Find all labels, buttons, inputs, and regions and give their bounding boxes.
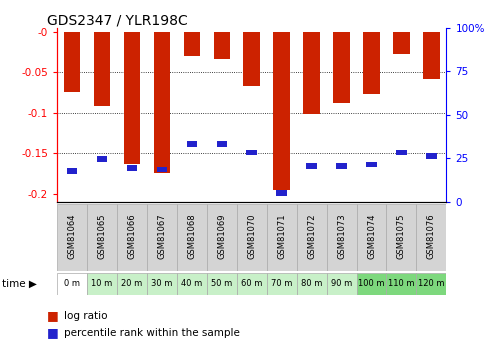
Text: percentile rank within the sample: percentile rank within the sample: [64, 328, 241, 338]
FancyBboxPatch shape: [177, 273, 207, 295]
FancyBboxPatch shape: [386, 273, 417, 295]
FancyBboxPatch shape: [117, 204, 147, 271]
Bar: [336, 163, 347, 169]
Bar: [304, 32, 320, 114]
Bar: [186, 141, 197, 147]
Text: GSM81072: GSM81072: [307, 213, 316, 259]
Text: GSM81075: GSM81075: [397, 213, 406, 259]
Bar: [124, 32, 140, 164]
FancyBboxPatch shape: [297, 204, 326, 271]
Text: 50 m: 50 m: [211, 279, 233, 288]
Text: GSM81073: GSM81073: [337, 213, 346, 259]
Bar: [184, 32, 200, 56]
Text: GSM81074: GSM81074: [367, 213, 376, 259]
FancyBboxPatch shape: [357, 273, 386, 295]
Text: 90 m: 90 m: [331, 279, 352, 288]
FancyBboxPatch shape: [57, 273, 87, 295]
Bar: [157, 167, 167, 172]
Bar: [396, 150, 407, 155]
Bar: [426, 153, 436, 159]
Bar: [273, 32, 290, 190]
Bar: [244, 32, 260, 86]
Text: GDS2347 / YLR198C: GDS2347 / YLR198C: [47, 14, 188, 28]
Bar: [307, 163, 317, 169]
Text: GSM81069: GSM81069: [217, 213, 226, 259]
Bar: [214, 32, 230, 59]
Text: 20 m: 20 m: [122, 279, 142, 288]
Text: GSM81064: GSM81064: [67, 213, 76, 259]
Text: log ratio: log ratio: [64, 311, 108, 321]
Text: 40 m: 40 m: [181, 279, 202, 288]
Text: 120 m: 120 m: [418, 279, 445, 288]
FancyBboxPatch shape: [417, 273, 446, 295]
Text: 80 m: 80 m: [301, 279, 322, 288]
FancyBboxPatch shape: [237, 204, 267, 271]
Text: GSM81066: GSM81066: [127, 213, 136, 259]
Bar: [333, 32, 350, 103]
Bar: [217, 141, 227, 147]
Bar: [247, 150, 257, 155]
FancyBboxPatch shape: [326, 273, 357, 295]
Text: 10 m: 10 m: [91, 279, 113, 288]
FancyBboxPatch shape: [326, 204, 357, 271]
Bar: [94, 32, 110, 106]
Text: ■: ■: [47, 326, 59, 339]
FancyBboxPatch shape: [177, 204, 207, 271]
Bar: [393, 32, 410, 55]
FancyBboxPatch shape: [87, 273, 117, 295]
Text: 100 m: 100 m: [358, 279, 385, 288]
FancyBboxPatch shape: [267, 273, 297, 295]
FancyBboxPatch shape: [57, 204, 87, 271]
Bar: [423, 32, 439, 79]
Text: time ▶: time ▶: [2, 279, 37, 289]
FancyBboxPatch shape: [297, 273, 326, 295]
Bar: [276, 190, 287, 196]
Bar: [154, 32, 170, 174]
Text: ■: ■: [47, 309, 59, 322]
Text: GSM81068: GSM81068: [187, 213, 196, 259]
Text: 60 m: 60 m: [241, 279, 262, 288]
Text: GSM81070: GSM81070: [247, 213, 256, 259]
Text: 110 m: 110 m: [388, 279, 415, 288]
FancyBboxPatch shape: [267, 204, 297, 271]
Text: 0 m: 0 m: [64, 279, 80, 288]
Bar: [64, 32, 80, 92]
Bar: [126, 165, 137, 171]
Text: GSM81065: GSM81065: [98, 213, 107, 259]
FancyBboxPatch shape: [117, 273, 147, 295]
Text: 70 m: 70 m: [271, 279, 292, 288]
Text: GSM81071: GSM81071: [277, 213, 286, 259]
FancyBboxPatch shape: [237, 273, 267, 295]
FancyBboxPatch shape: [386, 204, 417, 271]
Text: 30 m: 30 m: [151, 279, 173, 288]
Bar: [97, 156, 107, 162]
FancyBboxPatch shape: [87, 204, 117, 271]
Bar: [363, 32, 380, 94]
FancyBboxPatch shape: [207, 204, 237, 271]
Text: GSM81076: GSM81076: [427, 213, 436, 259]
Bar: [366, 161, 377, 167]
FancyBboxPatch shape: [417, 204, 446, 271]
FancyBboxPatch shape: [147, 204, 177, 271]
FancyBboxPatch shape: [357, 204, 386, 271]
Bar: [67, 168, 77, 174]
FancyBboxPatch shape: [207, 273, 237, 295]
Text: GSM81067: GSM81067: [157, 213, 166, 259]
FancyBboxPatch shape: [147, 273, 177, 295]
